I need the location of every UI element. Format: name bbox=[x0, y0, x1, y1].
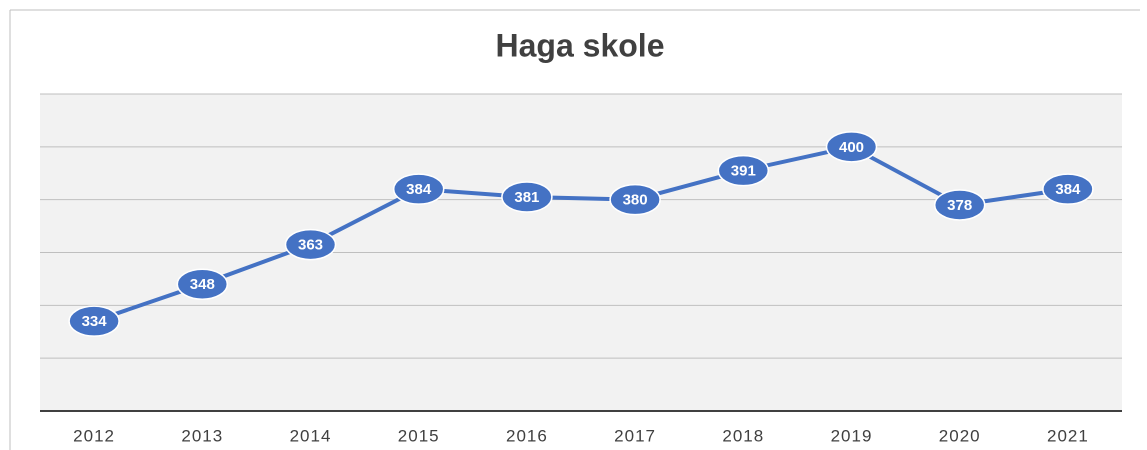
x-tick-label: 2020 bbox=[939, 426, 981, 445]
data-label-bubble bbox=[717, 154, 770, 187]
line bbox=[93, 144, 1069, 324]
data-label-bubble bbox=[284, 228, 337, 261]
data-label: 381 bbox=[514, 189, 539, 206]
data-label-bubble bbox=[392, 173, 445, 205]
data-label-bubble bbox=[1042, 173, 1094, 205]
data-label-bubble bbox=[933, 189, 986, 221]
x-tick-label: 2016 bbox=[506, 426, 548, 445]
x-tick-label: 2018 bbox=[722, 426, 764, 445]
data-label: 380 bbox=[623, 192, 648, 209]
data-label: 391 bbox=[731, 163, 756, 180]
x-tick-label: 2021 bbox=[1047, 426, 1089, 445]
data-label-bubble bbox=[609, 183, 661, 216]
x-tick-label: 2017 bbox=[614, 426, 656, 445]
x-tick-label: 2013 bbox=[181, 426, 223, 445]
x-tick-label: 2015 bbox=[398, 426, 440, 445]
data-label: 363 bbox=[298, 237, 323, 254]
data-label-bubble bbox=[176, 268, 229, 300]
data-label: 384 bbox=[406, 181, 432, 198]
data-label: 384 bbox=[1055, 181, 1081, 198]
data-label-bubble bbox=[825, 131, 878, 163]
data-label-bubble bbox=[501, 181, 553, 213]
data-label: 348 bbox=[190, 276, 215, 293]
chart-title: Haga skole bbox=[496, 27, 665, 63]
data-label: 334 bbox=[82, 313, 108, 330]
x-tick-label: 2012 bbox=[73, 426, 115, 445]
data-label: 378 bbox=[947, 197, 972, 214]
data-label: 400 bbox=[839, 139, 864, 156]
data-label-bubble bbox=[68, 305, 120, 337]
x-tick-label: 2014 bbox=[290, 426, 332, 445]
x-tick-label: 2019 bbox=[831, 426, 873, 445]
